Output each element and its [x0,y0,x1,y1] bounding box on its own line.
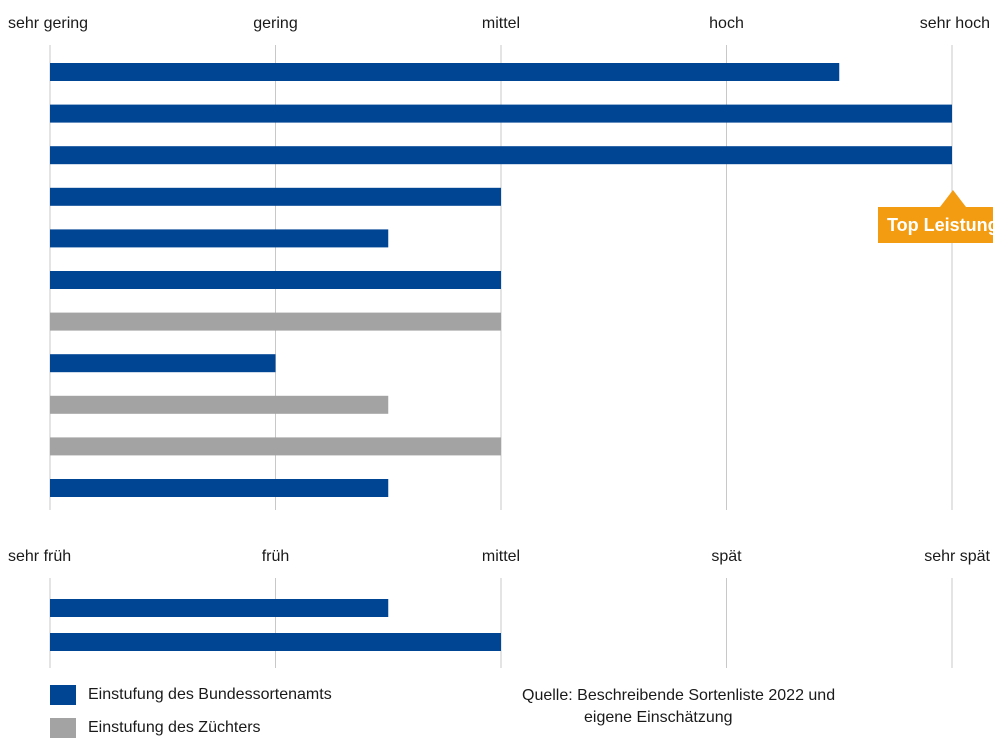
scale-label: sehr spät [924,548,990,565]
bar [50,187,501,206]
legend-item-bundessortenamt: Einstufung des Bundessortenamts [50,685,332,705]
bar [50,63,840,81]
bar [50,633,501,651]
scale-label: gering [253,15,297,32]
scale-label: sehr gering [8,15,88,32]
bar [50,229,389,248]
source-note: Quelle: Beschreibende Sortenliste 2022 u… [522,685,835,729]
source-line-1: Quelle: Beschreibende Sortenliste 2022 u… [522,687,836,704]
legend-label-zuechter: Einstufung des Züchters [88,719,261,736]
scale-label: mittel [482,15,520,32]
scale-label: hoch [709,15,744,32]
bar [50,354,276,373]
bar [50,599,389,617]
scale-label: mittel [482,548,520,565]
top-leistung-badge: Top Leistung [878,207,993,243]
bar [50,312,501,331]
scale-label: früh [262,548,290,565]
bar [50,395,389,414]
bar [50,271,501,289]
badge-arrow [940,190,966,207]
legend-swatch-blue [50,685,76,705]
bar [50,104,952,123]
bar [50,146,952,165]
scale-label: sehr früh [8,548,71,565]
legend-label-bundessortenamt: Einstufung des Bundessortenamts [88,686,332,703]
source-line-2: eigene Einschätzung [584,709,733,726]
scale-label: sehr hoch [920,15,990,32]
scale-label: spät [711,548,742,565]
bar [50,437,501,456]
bar [50,479,389,497]
legend-swatch-gray [50,718,76,738]
legend-item-zuechter: Einstufung des Züchters [50,718,261,738]
